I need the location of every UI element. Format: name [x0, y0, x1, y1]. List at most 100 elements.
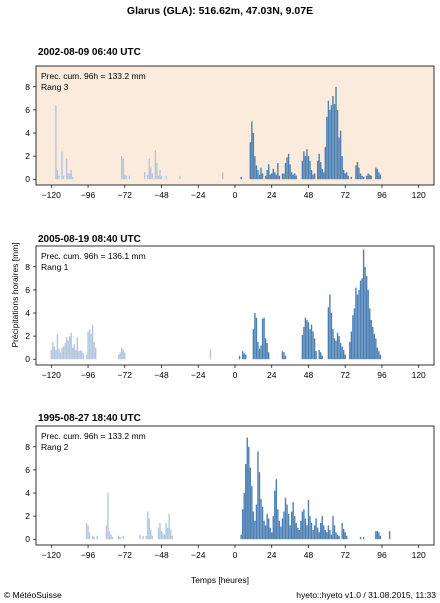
x-tick-label: −24	[191, 550, 206, 560]
precip-bar	[148, 158, 150, 180]
precip-bar	[362, 536, 365, 540]
precip-bar	[320, 161, 322, 180]
precip-bar	[318, 153, 320, 180]
precip-bar	[336, 109, 339, 180]
precip-bar	[56, 333, 59, 360]
precip-bar	[252, 133, 255, 180]
precip-bar	[292, 174, 294, 180]
precip-bar	[323, 525, 325, 540]
precip-bar	[121, 156, 123, 180]
precip-bar	[148, 518, 150, 540]
precip-bar	[128, 175, 131, 180]
precip-bar	[339, 130, 342, 180]
precip-bar	[61, 151, 63, 180]
precip-bar	[286, 504, 288, 540]
precip-bar	[96, 535, 98, 540]
precip-bar	[252, 511, 255, 540]
precip-bar	[65, 158, 68, 180]
precip-bar	[361, 175, 363, 180]
precip-bar	[257, 451, 259, 540]
precip-bar	[243, 493, 245, 540]
precip-bar	[82, 353, 85, 360]
precip-bar	[310, 169, 313, 180]
precip-bar	[257, 341, 259, 360]
precip-bar	[238, 355, 241, 360]
precip-bar	[275, 479, 278, 540]
precip-bar	[370, 319, 372, 360]
precip-bar	[277, 509, 279, 540]
precip-bar	[297, 527, 299, 540]
precip-bar	[243, 353, 245, 360]
x-tick-label: −48	[154, 190, 169, 200]
precip-bar	[315, 351, 317, 360]
chart-main-title: Glarus (GLA): 516.62m, 47.03N, 9.07E	[126, 5, 314, 17]
precip-bar	[267, 518, 270, 540]
precip-bar	[78, 351, 80, 360]
precip-bar	[378, 532, 380, 540]
x-tick-label: 0	[233, 190, 238, 200]
precip-bar	[318, 532, 320, 540]
precip-bar	[125, 175, 128, 180]
precip-bar	[267, 164, 270, 180]
precip-bar	[55, 105, 57, 180]
panel-2-chart: Prec. cum. 96h = 136.1 mm Rang 1 −120 −96…	[25, 245, 435, 380]
precip-bar	[338, 137, 340, 180]
precip-bar	[329, 109, 331, 180]
precip-bar	[290, 511, 293, 540]
precip-bar	[316, 160, 319, 180]
precip-bar	[284, 355, 287, 360]
precip-bar	[353, 308, 356, 360]
precip-bar	[306, 149, 308, 180]
precip-bar	[151, 535, 154, 540]
precip-bar	[254, 520, 256, 540]
precip-bar	[163, 534, 166, 540]
precip-bar	[249, 142, 251, 180]
precip-bar	[352, 315, 354, 360]
y-tick-label: 6	[25, 285, 30, 295]
precip-bar	[264, 338, 267, 360]
x-tick-label: 24	[267, 190, 277, 200]
precip-bar	[301, 334, 304, 360]
precip-bar	[336, 332, 339, 360]
cumulative-precip-label: Prec. cum. 96h = 133.2 mm	[41, 71, 146, 81]
precip-bar	[91, 324, 94, 360]
precip-bar	[362, 249, 365, 360]
precip-bar	[93, 536, 95, 540]
precip-bar	[307, 156, 310, 180]
y-tick-label: 2	[25, 331, 30, 341]
precip-bar	[272, 516, 274, 540]
precip-bar	[367, 173, 369, 180]
precip-bar	[272, 168, 274, 180]
x-tick-label: −96	[81, 370, 96, 380]
precip-bar	[301, 511, 304, 540]
precip-bar	[376, 347, 379, 360]
precip-bar	[321, 516, 323, 540]
precip-bar	[254, 313, 256, 360]
precip-bar	[326, 532, 328, 540]
precip-bar	[324, 146, 327, 180]
precip-bar	[313, 525, 316, 540]
precip-bar	[283, 173, 285, 180]
precip-bar	[61, 347, 63, 360]
precip-bar	[341, 156, 343, 180]
precip-bar	[309, 160, 311, 180]
precip-bar	[144, 172, 146, 180]
x-tick-label: −96	[81, 190, 96, 200]
precip-bar	[278, 175, 281, 180]
precip-bar	[358, 167, 360, 180]
precip-bar	[304, 317, 307, 360]
cumulative-precip-label: Prec. cum. 96h = 136.1 mm	[41, 251, 146, 261]
precip-bar	[335, 340, 337, 360]
y-axis-label: Précipitations horaires [mm]	[10, 242, 20, 348]
precip-bar	[70, 169, 72, 180]
precip-bar	[154, 150, 157, 180]
precip-bar	[310, 523, 313, 540]
rank-label: Rang 2	[41, 442, 69, 452]
precip-bar	[56, 169, 59, 180]
precip-bar	[355, 287, 357, 360]
precip-bar	[90, 333, 92, 360]
precip-bar	[284, 163, 287, 180]
panel-1-title: 2002-08-09 06:40 UTC	[38, 47, 141, 58]
version-text: hyeto::hyeto v1.0 / 31.08.2015, 11:33	[296, 590, 436, 600]
precip-bar	[150, 529, 152, 540]
